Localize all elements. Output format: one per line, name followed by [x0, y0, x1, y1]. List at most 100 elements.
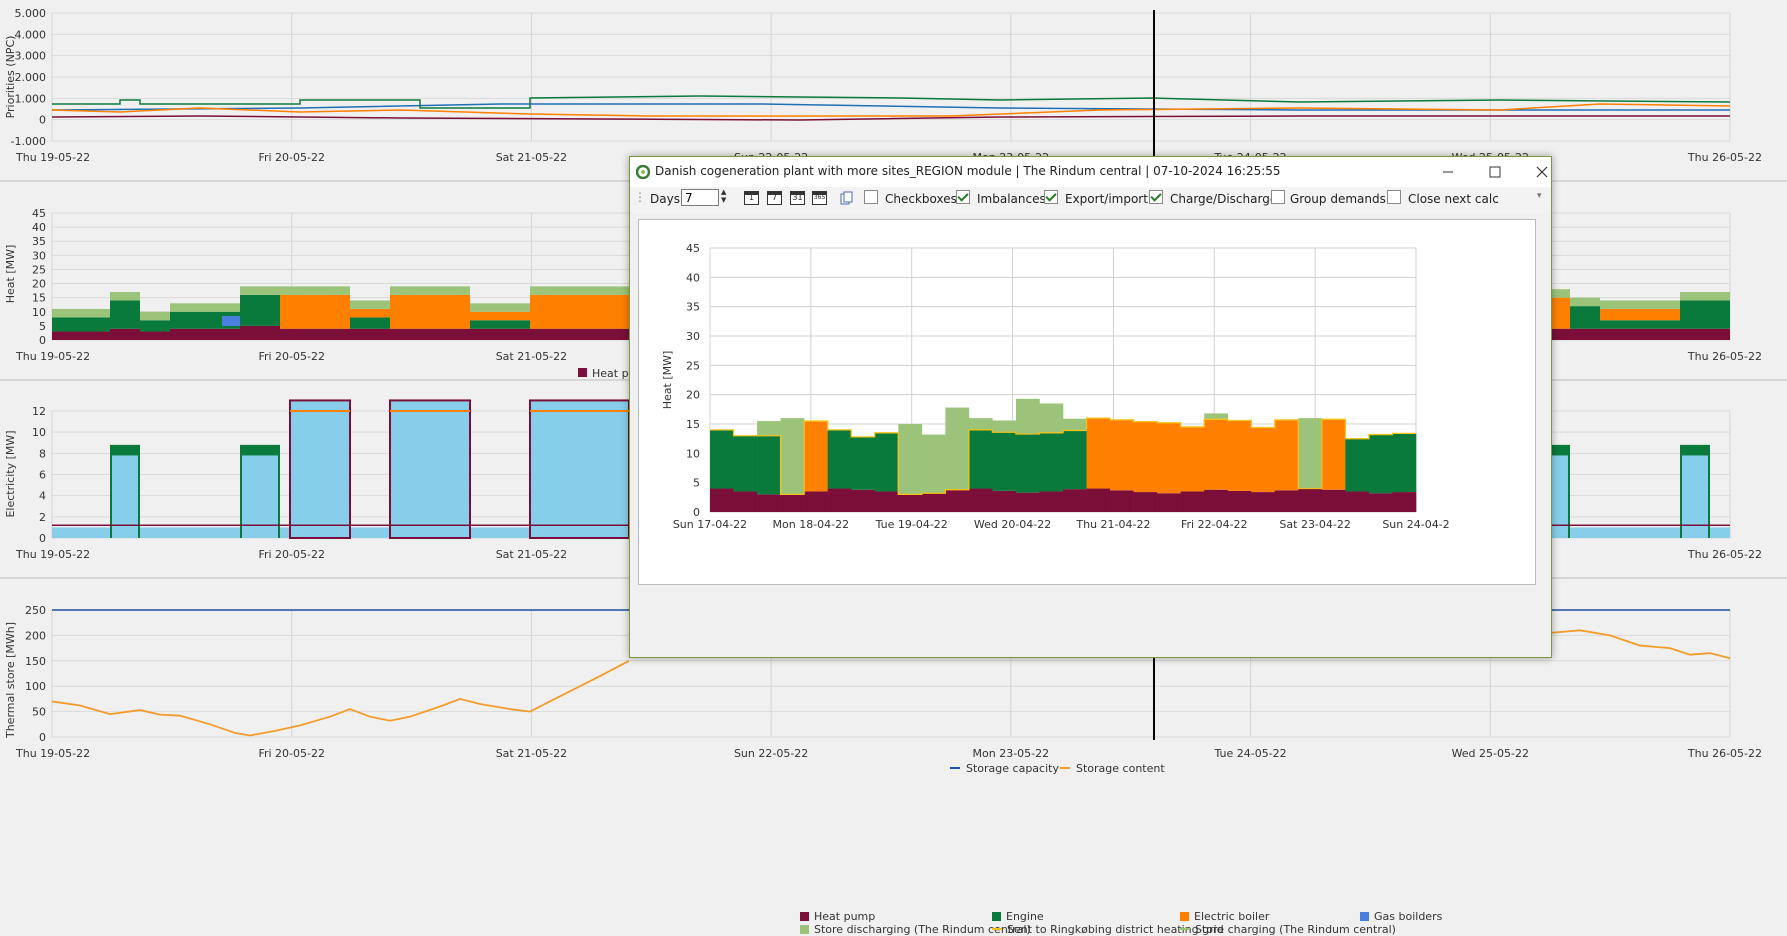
- maximize-button[interactable]: [1480, 161, 1510, 183]
- legend-swatch: [992, 928, 1002, 930]
- calendar-week-icon[interactable]: 7: [767, 191, 782, 205]
- priorities-xtick: Fri 20-05-22: [258, 151, 325, 164]
- priorities-ytick: 1.000: [15, 92, 47, 105]
- priorities-ytick: 5.000: [15, 7, 47, 20]
- bar-heat-pump: [710, 488, 734, 512]
- toolbar-grip-icon[interactable]: ⋮: [634, 190, 646, 204]
- bar-electric-boiler: [804, 421, 828, 492]
- heat-bar-engine: [1570, 306, 1600, 329]
- bar-heat-pump: [1227, 490, 1252, 512]
- close-button[interactable]: [1527, 161, 1557, 183]
- heat-xtick: Fri 20-05-22: [258, 350, 325, 363]
- legend-swatch: [1360, 912, 1369, 921]
- window-titlebar[interactable]: Danish cogeneration plant with more site…: [630, 157, 1551, 187]
- bar-heat-pump: [1274, 490, 1299, 512]
- bar-heat-pump: [733, 491, 758, 512]
- bar-heat-pump: [1204, 489, 1229, 512]
- electricity-xtick: Fri 20-05-22: [258, 548, 325, 561]
- y-tick-label: 10: [686, 447, 700, 460]
- store-ytick: 100: [25, 680, 46, 693]
- store-xtick: Sat 21-05-22: [496, 747, 567, 760]
- bar-electric-boiler: [1204, 419, 1229, 490]
- bar-heat-pump: [757, 494, 781, 512]
- store-xtick: Tue 24-05-22: [1213, 747, 1286, 760]
- heat-ytick: 40: [32, 221, 46, 234]
- days-input[interactable]: [681, 189, 719, 206]
- x-tick-label: Sun 24-04-2: [1382, 518, 1449, 531]
- calendar-year-icon[interactable]: 365: [812, 191, 827, 205]
- days-spinner[interactable]: ▲ ▼: [721, 188, 727, 204]
- toolbar-overflow-icon[interactable]: ▾: [1537, 191, 1542, 201]
- bar-heat-pump: [1298, 488, 1323, 512]
- bar-heat-pump: [1063, 489, 1087, 512]
- close-next-calc-checkbox[interactable]: [1387, 190, 1401, 204]
- heat-bar-engine: [110, 300, 140, 329]
- y-tick-label: 35: [686, 301, 700, 314]
- heat-bar-store-discharging: [470, 303, 530, 312]
- line-sent-to-grid: [710, 417, 1416, 496]
- storage-content-line: [51, 660, 630, 737]
- heat-bar-engine: [1600, 320, 1680, 329]
- legend-label: Gas boilders: [1374, 910, 1443, 923]
- imbalances-label: Imbalances: [977, 192, 1046, 206]
- bar-store-discharging: [1015, 398, 1040, 434]
- heat-bar-electric-boiler: [280, 294, 350, 329]
- bar-heat-pump: [827, 488, 852, 512]
- priority-line-orange: [51, 103, 1731, 117]
- heat-ytick: 5: [39, 320, 46, 333]
- store-legend-content-label: Storage content: [1076, 762, 1165, 775]
- electricity-bar-engine-sold: [242, 455, 278, 538]
- heat-bar-electric-boiler: [470, 311, 530, 321]
- bar-heat-pump: [968, 488, 993, 512]
- y-tick-label: 20: [686, 389, 700, 402]
- bar-store-discharging: [1039, 403, 1064, 433]
- bar-store-discharging: [757, 421, 781, 436]
- charge-discharge-checkbox[interactable]: [1149, 190, 1163, 204]
- minimize-button[interactable]: [1433, 161, 1463, 183]
- bar-heat-pump: [945, 489, 970, 512]
- storage-content-line: [1549, 629, 1731, 660]
- heat-xtick: Sat 21-05-22: [496, 350, 567, 363]
- y-tick-label: 40: [686, 271, 700, 284]
- chart-window[interactable]: Danish cogeneration plant with more site…: [629, 156, 1552, 936]
- heat-bar-heat-pump: [140, 331, 170, 340]
- bar-engine: [757, 435, 781, 495]
- heat-bar-engine: [140, 320, 170, 332]
- calendar-day-icon[interactable]: 1: [744, 191, 759, 205]
- bar-electric-boiler: [1157, 422, 1181, 494]
- bar-store-discharging: [1063, 418, 1087, 431]
- legend-item: Electric boiler: [1180, 910, 1269, 923]
- heat-ytick: 15: [32, 292, 46, 305]
- copy-icon[interactable]: [840, 191, 854, 208]
- electricity-ytick: 10: [32, 426, 46, 439]
- bar-electric-boiler: [1180, 426, 1205, 492]
- heat-bar-store-discharging: [1600, 300, 1680, 309]
- bar-heat-pump: [804, 491, 828, 512]
- heat-bar-electric-boiler: [1600, 308, 1680, 321]
- store-xtick: Sun 22-05-22: [734, 747, 808, 760]
- store-ytick: 50: [32, 706, 46, 719]
- priorities-ytick: -1.000: [11, 135, 46, 148]
- heat-chart: 0 5 10 15 20 25 30 35 40 45 Heat [MW] Sun 17-04-22 M…: [661, 242, 1450, 531]
- bar-heat-pump: [874, 491, 899, 512]
- group-demands-checkbox[interactable]: [1271, 190, 1285, 204]
- imbalances-checkbox[interactable]: [956, 190, 970, 204]
- legend-item: Heat pump: [800, 910, 875, 923]
- calendar-month-icon[interactable]: 31: [790, 191, 805, 205]
- heat-bar-engine: [350, 317, 390, 329]
- heat-ytick: 10: [32, 306, 46, 319]
- electricity-bar-engine-sold: [112, 455, 138, 538]
- checkboxes-checkbox[interactable]: [864, 190, 878, 204]
- heat-xtick: Thu 26-05-22: [1687, 350, 1762, 363]
- store-xtick: Fri 20-05-22: [258, 747, 325, 760]
- legend-label: Store charging (The Rindum central): [1195, 923, 1396, 936]
- electricity-base-bar: [1550, 527, 1730, 538]
- heat-bar-store-discharging: [1570, 297, 1600, 307]
- bar-store-discharging: [945, 407, 970, 490]
- x-tick-label: Sat 23-04-22: [1279, 518, 1350, 531]
- y-tick-label: 25: [686, 359, 700, 372]
- export-import-checkbox[interactable]: [1044, 190, 1058, 204]
- priority-line-red: [51, 115, 1730, 121]
- heat-bar-store-discharging: [110, 292, 140, 301]
- heat-bar-heat-pump: [170, 328, 240, 340]
